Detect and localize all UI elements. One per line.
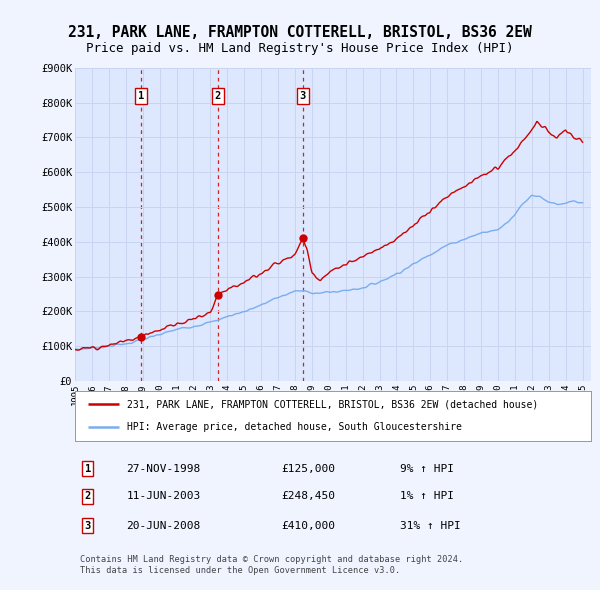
Text: 1% ↑ HPI: 1% ↑ HPI	[400, 491, 454, 502]
Text: 31% ↑ HPI: 31% ↑ HPI	[400, 521, 461, 531]
Text: 1: 1	[85, 464, 91, 474]
Text: £410,000: £410,000	[281, 521, 335, 531]
Text: Contains HM Land Registry data © Crown copyright and database right 2024.
This d: Contains HM Land Registry data © Crown c…	[80, 555, 463, 575]
Text: 231, PARK LANE, FRAMPTON COTTERELL, BRISTOL, BS36 2EW: 231, PARK LANE, FRAMPTON COTTERELL, BRIS…	[68, 25, 532, 40]
Text: £248,450: £248,450	[281, 491, 335, 502]
Text: £125,000: £125,000	[281, 464, 335, 474]
Text: 2: 2	[215, 91, 221, 101]
Text: 9% ↑ HPI: 9% ↑ HPI	[400, 464, 454, 474]
Text: 11-JUN-2003: 11-JUN-2003	[127, 491, 201, 502]
Text: HPI: Average price, detached house, South Gloucestershire: HPI: Average price, detached house, Sout…	[127, 422, 461, 432]
Text: 27-NOV-1998: 27-NOV-1998	[127, 464, 201, 474]
Text: 20-JUN-2008: 20-JUN-2008	[127, 521, 201, 531]
Text: 2: 2	[85, 491, 91, 502]
Text: 3: 3	[299, 91, 306, 101]
Text: 3: 3	[85, 521, 91, 531]
Text: 231, PARK LANE, FRAMPTON COTTERELL, BRISTOL, BS36 2EW (detached house): 231, PARK LANE, FRAMPTON COTTERELL, BRIS…	[127, 399, 538, 409]
Text: 1: 1	[138, 91, 145, 101]
Text: Price paid vs. HM Land Registry's House Price Index (HPI): Price paid vs. HM Land Registry's House …	[86, 42, 514, 55]
